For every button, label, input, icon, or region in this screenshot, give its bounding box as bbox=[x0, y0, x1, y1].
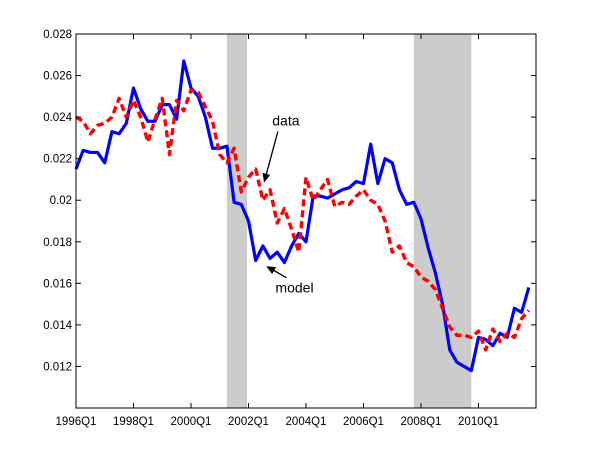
x-tick-label: 2004Q1 bbox=[286, 416, 327, 428]
x-tick-label: 1996Q1 bbox=[56, 416, 97, 428]
annotation-label-model: model bbox=[275, 280, 313, 296]
annotation-label-data: data bbox=[272, 112, 299, 128]
x-tick-label: 2006Q1 bbox=[343, 416, 384, 428]
y-tick-label: 0.016 bbox=[43, 278, 72, 290]
series-line-model bbox=[74, 59, 531, 373]
x-tick-label: 2002Q1 bbox=[228, 416, 269, 428]
axis-ticks: 1996Q1 1998Q1 2000Q1 2002Q1 2004Q1 2006Q1 2008… bbox=[43, 29, 536, 428]
annotation-arrow-data bbox=[262, 131, 279, 183]
series-line-data bbox=[75, 88, 531, 352]
annotation-arrow-model bbox=[266, 266, 287, 279]
series-lines bbox=[74, 59, 531, 373]
recession-band-1 bbox=[226, 34, 248, 408]
x-tick-label: 2010Q1 bbox=[458, 416, 499, 428]
y-tick-label: 0.02 bbox=[50, 195, 72, 207]
y-tick-label: 0.012 bbox=[43, 361, 72, 373]
y-tick-label: 0.022 bbox=[43, 154, 72, 166]
x-tick-label: 2000Q1 bbox=[171, 416, 212, 428]
x-tick-label: 1998Q1 bbox=[113, 416, 154, 428]
recession-band-2 bbox=[413, 34, 472, 408]
recession-bands bbox=[226, 34, 472, 408]
y-tick-label: 0.026 bbox=[43, 71, 72, 83]
y-tick-label: 0.018 bbox=[43, 237, 72, 249]
x-tick-label: 2008Q1 bbox=[401, 416, 442, 428]
annotations: data model bbox=[262, 112, 314, 296]
y-tick-label: 0.028 bbox=[43, 29, 72, 41]
y-tick-label: 0.014 bbox=[43, 320, 72, 332]
y-tick-label: 0.024 bbox=[43, 112, 72, 124]
